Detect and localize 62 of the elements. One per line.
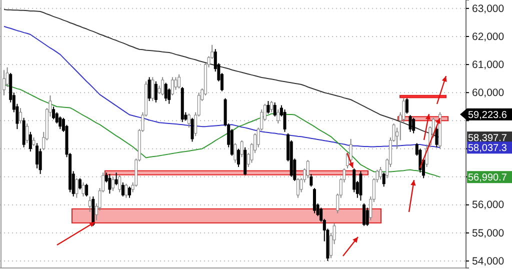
candlestick: [178, 74, 181, 89]
y-tick-label: 54,000: [472, 255, 504, 268]
candlestick: [22, 117, 26, 148]
candlestick: [306, 159, 310, 179]
y-tick-label: 61,000: [472, 58, 504, 71]
candlestick: [405, 98, 408, 114]
y-tick-label: 62,000: [472, 30, 504, 43]
candlestick: [366, 207, 369, 226]
candlestick: [276, 108, 280, 124]
candlestick: [240, 140, 244, 158]
candlestick: [237, 148, 240, 168]
candlestick: [164, 82, 168, 102]
candlestick: [114, 172, 118, 186]
candlestick: [273, 102, 276, 117]
y-tick-label: 63,000: [472, 2, 504, 15]
candlestick: [151, 76, 154, 102]
text: 58,037.3: [468, 143, 508, 154]
candlestick: [2, 70, 6, 96]
text: 59,223.6: [468, 110, 508, 121]
candlestick: [82, 182, 85, 197]
y-tick-label: 60,000: [472, 86, 504, 99]
candlestick: [52, 106, 56, 120]
candlestick: [148, 76, 151, 102]
candlestick: [75, 178, 78, 198]
candlestick: [435, 126, 438, 148]
candlestick: [310, 173, 313, 188]
candlestick: [266, 100, 270, 114]
candlestick: [379, 166, 382, 180]
candlestick: [244, 146, 247, 176]
candlestick: [121, 182, 124, 197]
candlestick: [408, 114, 412, 132]
candlestick: [108, 173, 112, 194]
candlestick: [112, 176, 114, 192]
candlestick: [382, 172, 386, 188]
candlestick: [88, 196, 92, 212]
candlestick: [412, 117, 416, 134]
candlestick: [26, 122, 29, 144]
candlestick: [124, 183, 128, 198]
y-tick-label: 56,000: [472, 199, 504, 212]
candlestick: [283, 108, 286, 132]
candlestick: [58, 116, 62, 130]
candlestick: [187, 113, 190, 128]
candlestick: [118, 174, 122, 193]
candlestick: [234, 142, 237, 164]
candlestick: [19, 108, 22, 124]
candlestick: [154, 80, 158, 103]
candlestick: [78, 178, 82, 190]
candlestick: [270, 100, 274, 113]
text: 56,990.7: [468, 172, 508, 184]
y-tick-label: 55,000: [472, 227, 504, 240]
text: 58,397.7: [468, 133, 508, 144]
candlestick: [359, 170, 362, 202]
candlestick: [128, 186, 132, 198]
candlestick: [362, 202, 366, 226]
candlestick: [161, 76, 164, 96]
candlestick: [170, 76, 174, 96]
candlestick: [174, 76, 178, 90]
candlestick: [190, 117, 194, 142]
candlestick: [296, 178, 300, 198]
candlestick: [28, 131, 32, 152]
candlestick: [85, 183, 88, 197]
candlestick: [312, 188, 316, 214]
